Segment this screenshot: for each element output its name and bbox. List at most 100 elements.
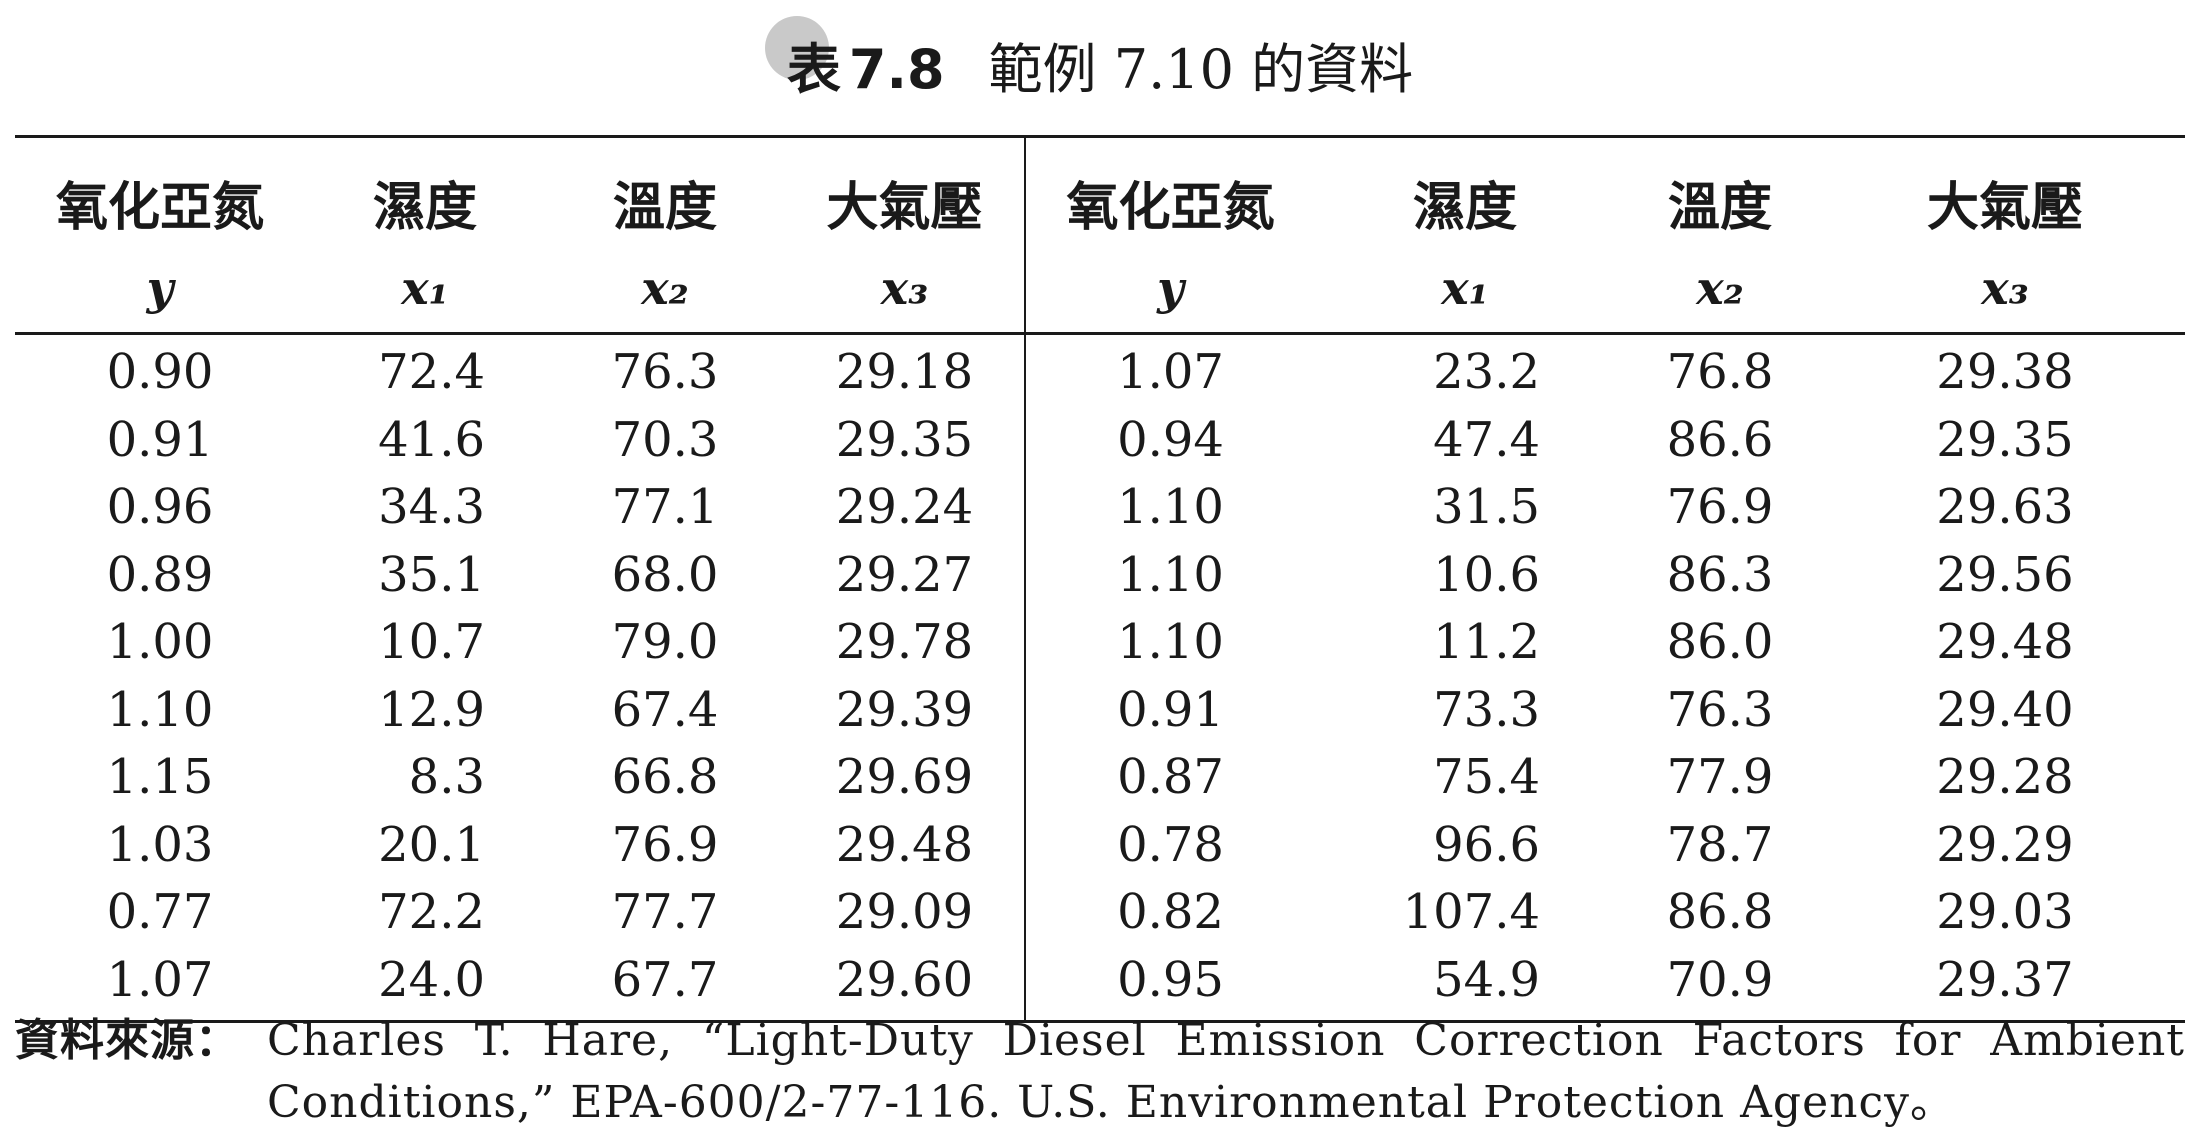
table-cell: 78.7 — [1666, 816, 1774, 873]
table-cell: 0.89 — [106, 546, 214, 603]
table-cell: 29.37 — [1825, 946, 2185, 1023]
table-cell: 29.48 — [1936, 614, 2074, 670]
caption-text: 範例 7.10 的資料 — [988, 38, 1414, 101]
table-row: 0.89 35.1 68.0 29.27 1.10 10.6 86.3 29.56 — [15, 541, 2185, 609]
table-cell: 75.4 — [1433, 749, 1540, 805]
column-header-symbol: x₃ — [785, 252, 1026, 335]
table-cell: 70.9 — [1615, 946, 1825, 1023]
table-cell: 1.10 — [1117, 614, 1224, 670]
caption-number: 7.8 — [848, 38, 945, 101]
table-cell: 29.38 — [1936, 344, 2074, 400]
table-row: 0.91 41.6 70.3 29.35 0.94 47.4 86.6 29.35 — [15, 406, 2185, 474]
table-cell: 73.3 — [1433, 681, 1540, 738]
table-body: 0.90 72.4 76.3 29.18 1.07 23.2 76.8 29.38 0.91 41… — [15, 333, 2185, 1023]
table-row: 0.77 72.2 77.7 29.09 0.82 107.4 86.8 29.03 — [15, 879, 2185, 947]
table-cell: 76.8 — [1666, 344, 1774, 400]
table-cell: 79.0 — [611, 614, 719, 670]
table-cell: 1.07 — [1117, 344, 1224, 400]
table-cell: 77.9 — [1666, 749, 1774, 805]
table-cell: 10.6 — [1433, 546, 1540, 603]
table-cell: 10.7 — [378, 614, 485, 670]
table-cell: 86.8 — [1666, 884, 1774, 940]
table-cell: 24.0 — [305, 946, 545, 1023]
table-row: 1.15 8.3 66.8 29.69 0.87 75.4 77.9 29.28 — [15, 744, 2185, 812]
table-cell: 0.94 — [1117, 411, 1224, 468]
table-cell: 72.4 — [378, 344, 485, 400]
table-cell: 67.7 — [545, 946, 785, 1023]
column-header-symbol: y — [1025, 252, 1315, 335]
table-cell: 12.9 — [378, 681, 485, 738]
table-cell: 29.78 — [785, 609, 1026, 677]
table-cell: 68.0 — [611, 546, 719, 603]
table-cell: 86.3 — [1666, 546, 1774, 603]
table-cell: 1.15 — [106, 749, 214, 805]
table-cell: 70.3 — [611, 411, 719, 468]
source-text: Charles T. Hare, “Light-Duty Diesel Emis… — [267, 1015, 2185, 1128]
table-cell: 41.6 — [378, 411, 485, 468]
table-row: 1.07 24.0 67.7 29.60 0.95 54.9 70.9 29.37 — [15, 946, 2185, 1023]
table-cell: 54.9 — [1315, 946, 1615, 1023]
table-cell: 29.69 — [785, 744, 1026, 812]
table-cell: 0.77 — [106, 884, 214, 940]
table-cell: 0.82 — [1117, 884, 1224, 940]
table-cell: 76.3 — [611, 344, 719, 400]
header-name-row: 氧化亞氮 濕度 溫度 大氣壓 氧化亞氮 濕度 溫度 大氣壓 — [15, 135, 2185, 252]
table-cell: 29.56 — [1936, 546, 2074, 603]
table-cell: 29.09 — [785, 879, 1026, 947]
table-cell: 29.48 — [785, 811, 1026, 879]
table-cell: 77.7 — [611, 884, 719, 940]
column-header-name: 濕度 — [305, 135, 545, 252]
column-header-name: 氧化亞氮 — [15, 135, 305, 252]
table-cell: 86.0 — [1666, 614, 1774, 670]
data-table: 氧化亞氮 濕度 溫度 大氣壓 氧化亞氮 濕度 溫度 大氣壓 y x₁ x₂ x₃ y x₁ x₂ x₃ 0.… — [15, 135, 2185, 1023]
table-cell: 0.96 — [106, 479, 214, 535]
table-cell: 1.07 — [15, 946, 305, 1023]
table-row: 1.03 20.1 76.9 29.48 0.78 96.6 78.7 29.29 — [15, 811, 2185, 879]
table-cell: 0.91 — [1117, 681, 1224, 738]
table-cell: 66.8 — [611, 749, 719, 805]
column-header-symbol: x₁ — [305, 252, 545, 335]
table-cell: 96.6 — [1433, 816, 1540, 873]
column-header-name: 氧化亞氮 — [1025, 135, 1315, 252]
table-cell: 76.9 — [1666, 479, 1774, 535]
column-header-symbol: x₂ — [545, 252, 785, 335]
table-cell: 29.03 — [1936, 884, 2074, 940]
table-cell: 23.2 — [1433, 344, 1540, 400]
table-cell: 29.40 — [1936, 681, 2074, 738]
column-header-name: 大氣壓 — [1825, 135, 2185, 252]
table-cell: 47.4 — [1433, 411, 1540, 468]
table-cell: 0.90 — [106, 344, 214, 400]
table-cell: 29.60 — [785, 946, 1026, 1023]
table-cell: 86.6 — [1666, 411, 1774, 468]
table-cell: 0.91 — [106, 411, 214, 468]
table-row: 1.00 10.7 79.0 29.78 1.10 11.2 86.0 29.48 — [15, 609, 2185, 677]
column-header-symbol: x₁ — [1315, 252, 1615, 335]
table-cell: 0.87 — [1117, 749, 1224, 805]
decorative-circle-icon — [764, 16, 829, 80]
table-cell: 0.78 — [1117, 816, 1224, 873]
table-cell: 29.24 — [785, 474, 1026, 542]
header-symbol-row: y x₁ x₂ x₃ y x₁ x₂ x₃ — [15, 252, 2185, 335]
column-header-name: 溫度 — [545, 135, 785, 252]
table-cell: 77.1 — [611, 479, 719, 535]
table-cell: 29.27 — [785, 541, 1026, 609]
table-cell: 76.9 — [611, 816, 719, 873]
column-header-name: 濕度 — [1315, 135, 1615, 252]
table-cell: 29.63 — [1936, 479, 2074, 535]
table-cell: 29.18 — [785, 333, 1026, 407]
table-cell: 0.95 — [1025, 946, 1315, 1023]
table-cell: 1.03 — [106, 816, 214, 873]
table-cell: 34.3 — [378, 479, 485, 535]
column-header-symbol: y — [15, 252, 305, 335]
table-cell: 11.2 — [1433, 614, 1540, 670]
table-cell: 29.39 — [785, 676, 1026, 744]
table-cell: 107.4 — [1402, 884, 1540, 940]
table-cell: 67.4 — [611, 681, 719, 738]
column-header-symbol: x₃ — [1825, 252, 2185, 335]
table-cell: 1.10 — [106, 681, 214, 738]
source-label: 資料來源： — [15, 1015, 240, 1066]
table-caption: 表 7.8 範例 7.10 的資料 — [0, 16, 2200, 110]
table-cell: 29.29 — [1936, 816, 2074, 873]
table-cell: 1.00 — [106, 614, 214, 670]
table-cell: 29.35 — [1936, 411, 2074, 468]
